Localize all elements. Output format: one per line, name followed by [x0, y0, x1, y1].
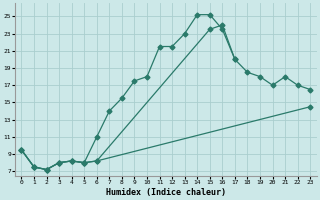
X-axis label: Humidex (Indice chaleur): Humidex (Indice chaleur) [106, 188, 226, 197]
